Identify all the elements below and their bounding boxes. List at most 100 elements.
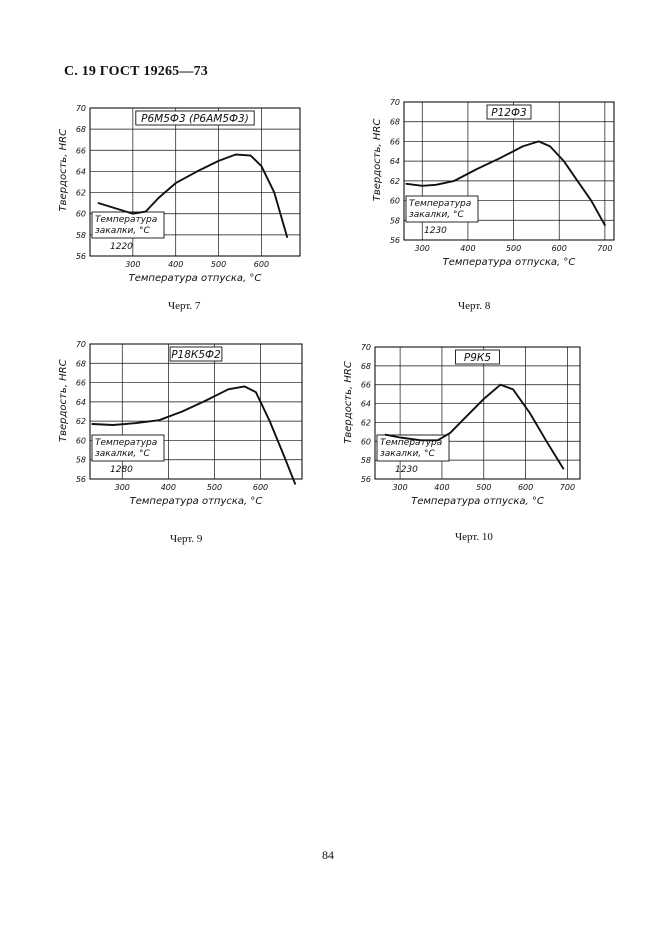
y-tick-label: 56 bbox=[361, 475, 371, 484]
plot-frame bbox=[403, 101, 615, 241]
y-tick-label: 60 bbox=[390, 197, 400, 206]
quench-note-box bbox=[91, 434, 165, 462]
x-tick-label: 600 bbox=[552, 244, 567, 253]
y-tick-label: 58 bbox=[361, 456, 371, 465]
title-box bbox=[455, 349, 500, 365]
y-tick-label: 56 bbox=[390, 236, 400, 245]
y-tick-label: 56 bbox=[76, 475, 86, 484]
y-tick-label: 58 bbox=[76, 456, 86, 465]
y-tick-label: 70 bbox=[390, 98, 400, 107]
x-tick-label: 700 bbox=[597, 244, 612, 253]
y-tick-label: 66 bbox=[361, 381, 371, 390]
page-number: 84 bbox=[322, 848, 334, 862]
hardness-curve bbox=[405, 140, 606, 227]
caption-chart-9: Черт. 9 bbox=[170, 533, 203, 545]
quench-label-line2: закалки, °С bbox=[380, 449, 436, 459]
y-tick-label: 58 bbox=[76, 231, 86, 240]
quench-label-line2: закалки, °С bbox=[95, 226, 151, 236]
plot-frame bbox=[89, 343, 303, 480]
x-tick-label: 400 bbox=[161, 483, 176, 492]
y-tick-label: 64 bbox=[76, 167, 86, 176]
y-tick-label: 68 bbox=[361, 362, 371, 371]
quench-label-line2: закалки, °С bbox=[409, 210, 465, 220]
quench-value: 1280 bbox=[110, 465, 133, 475]
y-tick-label: 68 bbox=[76, 125, 86, 134]
x-axis-label: Температура отпуска, °С bbox=[129, 273, 262, 284]
chart-title: Р6М5Ф3 (Р6АМ5Ф3) bbox=[141, 113, 249, 125]
y-tick-label: 66 bbox=[76, 146, 86, 155]
chart-hardness-r9k5: 56 58 60 62 64 66 68 70 300 400 500 600 700 Температу… bbox=[333, 343, 586, 513]
y-tick-label: 66 bbox=[76, 379, 86, 388]
y-tick-label: 64 bbox=[390, 157, 400, 166]
x-tick-label: 400 bbox=[168, 260, 183, 269]
chart-title: Р18К5Ф2 bbox=[171, 349, 221, 361]
x-tick-label: 500 bbox=[476, 483, 491, 492]
y-tick-label: 56 bbox=[76, 252, 86, 261]
chart-svg: 56 58 60 62 64 66 68 70 300 400 500 600 700 Температу… bbox=[372, 98, 615, 268]
y-tick-label: 64 bbox=[361, 400, 371, 409]
chart-svg: 56 58 60 62 64 66 68 70 300 400 500 600 700 Температу… bbox=[343, 343, 581, 507]
x-tick-label: 500 bbox=[506, 244, 521, 253]
hardness-curve bbox=[384, 383, 565, 470]
x-tick-label: 400 bbox=[460, 244, 475, 253]
title-box bbox=[135, 110, 255, 126]
y-tick-label: 70 bbox=[361, 343, 371, 352]
x-tick-label: 300 bbox=[392, 483, 407, 492]
y-tick-label: 62 bbox=[76, 417, 86, 426]
y-axis-label: Твердость, HRC bbox=[372, 119, 383, 202]
x-tick-label: 400 bbox=[434, 483, 449, 492]
y-tick-label: 62 bbox=[390, 177, 400, 186]
y-tick-label: 66 bbox=[390, 137, 400, 146]
caption-chart-7: Черт. 7 bbox=[168, 300, 201, 312]
y-tick-label: 58 bbox=[390, 216, 400, 225]
x-tick-label: 600 bbox=[518, 483, 533, 492]
quench-label-line2: закалки, °С bbox=[95, 449, 151, 459]
x-tick-label: 300 bbox=[415, 244, 430, 253]
quench-note-box bbox=[405, 195, 479, 223]
plot-frame bbox=[89, 107, 301, 257]
x-tick-label: 300 bbox=[115, 483, 130, 492]
plot-frame bbox=[374, 346, 581, 480]
x-tick-label: 600 bbox=[254, 260, 269, 269]
chart-title: Р9К5 bbox=[464, 352, 491, 364]
quench-label-line1: Температура bbox=[380, 438, 442, 448]
y-tick-label: 60 bbox=[76, 210, 86, 219]
y-tick-label: 60 bbox=[76, 436, 86, 445]
quench-label-line1: Температура bbox=[95, 215, 157, 225]
quench-value: 1220 bbox=[110, 242, 133, 252]
x-tick-label: 500 bbox=[211, 260, 226, 269]
x-axis-label: Температура отпуска, °С bbox=[411, 496, 544, 507]
x-axis-label: Температура отпуска, °С bbox=[443, 257, 576, 268]
y-tick-label: 64 bbox=[76, 398, 86, 407]
x-axis-label: Температура отпуска, °С bbox=[130, 496, 263, 507]
y-tick-label: 62 bbox=[361, 418, 371, 427]
quench-label-line1: Температура bbox=[95, 438, 157, 448]
caption-chart-8: Черт. 8 bbox=[458, 300, 491, 312]
title-box bbox=[486, 104, 532, 120]
hardness-curve bbox=[91, 385, 297, 485]
x-tick-label: 700 bbox=[560, 483, 575, 492]
chart-hardness-r18k5f2: 56 58 60 62 64 66 68 70 300 400 500 600 Температура … bbox=[48, 340, 308, 513]
quench-value: 1230 bbox=[395, 465, 418, 475]
page-header: С. 19 ГОСТ 19265—73 bbox=[64, 64, 208, 79]
y-axis-label: Твердость, HRC bbox=[58, 129, 69, 212]
title-box bbox=[169, 346, 223, 362]
y-tick-label: 68 bbox=[390, 118, 400, 127]
x-tick-label: 500 bbox=[207, 483, 222, 492]
quench-value: 1230 bbox=[424, 226, 447, 236]
caption-chart-10: Черт. 10 bbox=[455, 531, 493, 543]
chart-hardness-r12f3: 56 58 60 62 64 66 68 70 300 400 500 600 700 Температу… bbox=[362, 98, 620, 274]
hardness-curve bbox=[97, 153, 289, 238]
chart-svg: 56 58 60 62 64 66 68 70 300 400 500 600 Температура … bbox=[58, 104, 301, 284]
chart-hardness-r6m5f3: 56 58 60 62 64 66 68 70 300 400 500 600 Температура … bbox=[48, 104, 306, 290]
y-tick-label: 60 bbox=[361, 437, 371, 446]
y-tick-label: 70 bbox=[76, 104, 86, 113]
x-tick-label: 600 bbox=[253, 483, 268, 492]
y-axis-label: Твердость, HRC bbox=[58, 359, 69, 442]
x-tick-label: 300 bbox=[125, 260, 140, 269]
chart-title: Р12Ф3 bbox=[491, 107, 526, 119]
chart-svg: 56 58 60 62 64 66 68 70 300 400 500 600 Температура … bbox=[58, 340, 303, 507]
y-axis-label: Твердость, HRC bbox=[343, 361, 354, 444]
quench-label-line1: Температура bbox=[409, 199, 471, 209]
y-tick-label: 68 bbox=[76, 359, 86, 368]
